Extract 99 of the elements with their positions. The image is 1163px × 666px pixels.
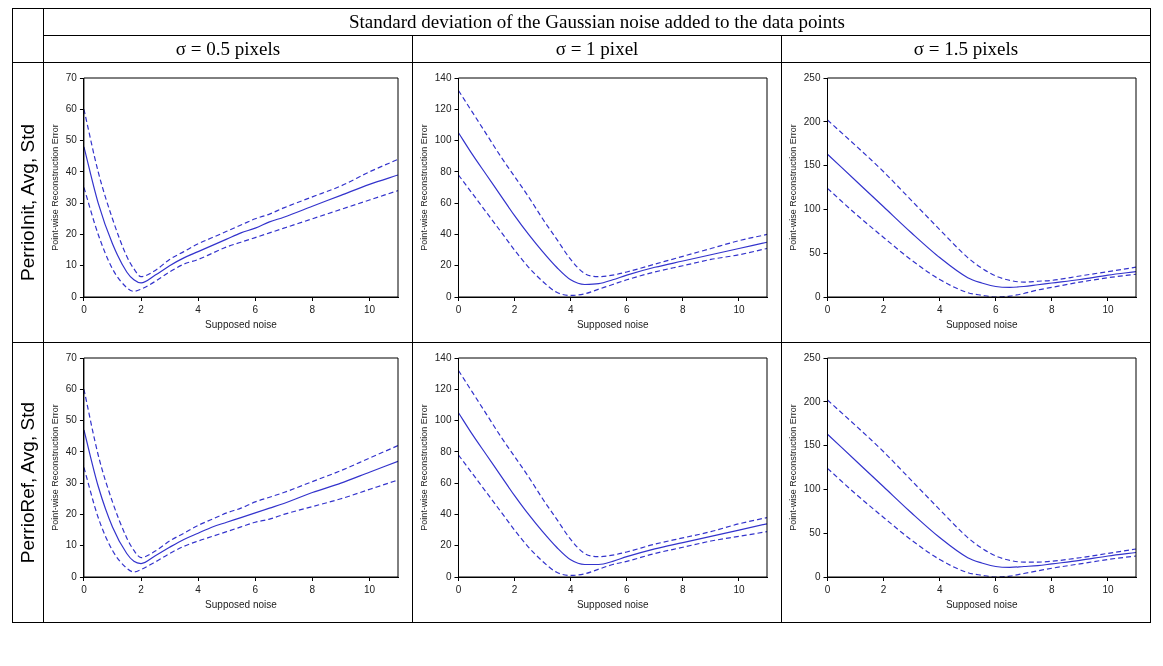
x-tick-label: 2	[138, 583, 145, 595]
x-tick-label: 0	[455, 583, 462, 595]
y-tick-label: 50	[809, 246, 821, 258]
x-tick-label: 6	[623, 583, 630, 595]
x-tick-label: 8	[1049, 583, 1056, 595]
y-tick-label: 100	[803, 483, 821, 495]
text: PerrioRef, Avg, Std	[17, 401, 39, 564]
y-tick-label: 60	[440, 196, 452, 208]
y-tick-label: 20	[65, 228, 78, 240]
x-tick-label: 8	[309, 583, 316, 595]
y-axis-title: Point-wise Reconstruction Error	[418, 404, 429, 531]
x-tick-label: 2	[138, 303, 145, 315]
x-axis-title: Supposed noise	[945, 318, 1019, 330]
y-tick-label: 0	[445, 290, 452, 302]
x-tick-label: 10	[1102, 303, 1114, 315]
y-tick-label: 150	[803, 439, 821, 451]
x-tick-label: 8	[680, 583, 687, 595]
x-tick-label: 4	[936, 583, 943, 595]
x-tick-label: 0	[81, 303, 88, 315]
y-tick-label: 140	[434, 71, 452, 83]
y-tick-label: 40	[65, 165, 78, 177]
y-tick-label: 60	[440, 476, 452, 488]
x-tick-label: 2	[511, 303, 518, 315]
y-axis-title: Point-wise Reconstruction Error	[49, 404, 60, 531]
y-tick-label: 10	[65, 539, 78, 551]
y-tick-label: 120	[434, 383, 452, 395]
x-tick-label: 4	[567, 583, 574, 595]
y-tick-label: 50	[65, 414, 78, 426]
x-tick-label: 0	[824, 583, 831, 595]
y-tick-label: 0	[71, 570, 78, 582]
y-tick-label: 100	[434, 134, 452, 146]
x-tick-label: 8	[309, 303, 316, 315]
text: PerrioInit, Avg, Std	[17, 123, 39, 281]
y-tick-label: 200	[803, 395, 821, 407]
chart-title: σ = 1.5 pixels	[781, 35, 1151, 63]
x-axis-title: Supposed noise	[205, 318, 278, 330]
y-axis-title: Point-wise Reconstruction Error	[49, 124, 60, 251]
x-axis-title: Supposed noise	[576, 318, 650, 330]
y-axis-title: Point-wise Reconstruction Error	[787, 404, 798, 531]
y-tick-label: 30	[65, 196, 78, 208]
y-tick-label: 150	[803, 159, 821, 171]
y-tick-label: 250	[803, 71, 821, 83]
x-tick-label: 0	[455, 303, 462, 315]
x-tick-label: 8	[680, 303, 687, 315]
y-tick-label: 40	[440, 508, 452, 520]
y-tick-label: 250	[803, 351, 821, 363]
y-tick-label: 200	[803, 115, 821, 127]
y-tick-label: 40	[440, 228, 452, 240]
x-tick-label: 0	[81, 583, 88, 595]
y-tick-label: 100	[803, 203, 821, 215]
x-tick-label: 10	[733, 303, 745, 315]
line-series	[458, 369, 767, 558]
y-tick-label: 0	[814, 570, 821, 582]
y-tick-label: 70	[65, 351, 78, 363]
x-tick-label: 4	[195, 303, 202, 315]
y-tick-label: 50	[809, 526, 821, 538]
x-tick-label: 4	[195, 583, 202, 595]
y-tick-label: 0	[71, 290, 78, 302]
y-tick-label: 10	[65, 259, 78, 271]
y-tick-label: 40	[65, 445, 78, 457]
x-tick-label: 6	[252, 583, 259, 595]
x-tick-label: 2	[880, 303, 887, 315]
x-tick-label: 4	[567, 303, 574, 315]
x-tick-label: 6	[992, 583, 999, 595]
y-tick-label: 100	[434, 414, 452, 426]
y-tick-label: 70	[65, 71, 78, 83]
x-tick-label: 10	[733, 583, 745, 595]
chart-title: σ = 1 pixel	[412, 35, 782, 63]
y-tick-label: 50	[65, 134, 78, 146]
y-tick-label: 20	[65, 508, 78, 520]
text: Standard deviation of the Gaussian noise added to the data points	[43, 8, 1151, 36]
x-axis-title: Supposed noise	[576, 598, 650, 610]
x-tick-label: 6	[623, 303, 630, 315]
y-tick-label: 80	[440, 445, 452, 457]
y-tick-label: 120	[434, 103, 452, 115]
x-tick-label: 6	[252, 303, 259, 315]
x-tick-label: 10	[363, 583, 376, 595]
x-tick-label: 0	[824, 303, 831, 315]
y-tick-label: 0	[445, 570, 452, 582]
x-axis-title: Supposed noise	[205, 598, 278, 610]
y-tick-label: 140	[434, 351, 452, 363]
x-tick-label: 2	[880, 583, 887, 595]
x-tick-label: 10	[1102, 583, 1114, 595]
y-tick-label: 30	[65, 476, 78, 488]
y-axis-title: Point-wise Reconstruction Error	[418, 124, 429, 251]
y-tick-label: 20	[440, 259, 452, 271]
y-tick-label: 0	[814, 290, 821, 302]
x-tick-label: 8	[1049, 303, 1056, 315]
x-tick-label: 4	[936, 303, 943, 315]
x-tick-label: 2	[511, 583, 518, 595]
y-axis-title: Point-wise Reconstruction Error	[787, 124, 798, 251]
y-tick-label: 20	[440, 539, 452, 551]
x-tick-label: 6	[992, 303, 999, 315]
chart-title: σ = 0.5 pixels	[43, 35, 413, 63]
y-tick-label: 60	[65, 383, 78, 395]
y-tick-label: 60	[65, 103, 78, 115]
y-tick-label: 80	[440, 165, 452, 177]
x-axis-title: Supposed noise	[945, 598, 1019, 610]
x-tick-label: 10	[363, 303, 376, 315]
